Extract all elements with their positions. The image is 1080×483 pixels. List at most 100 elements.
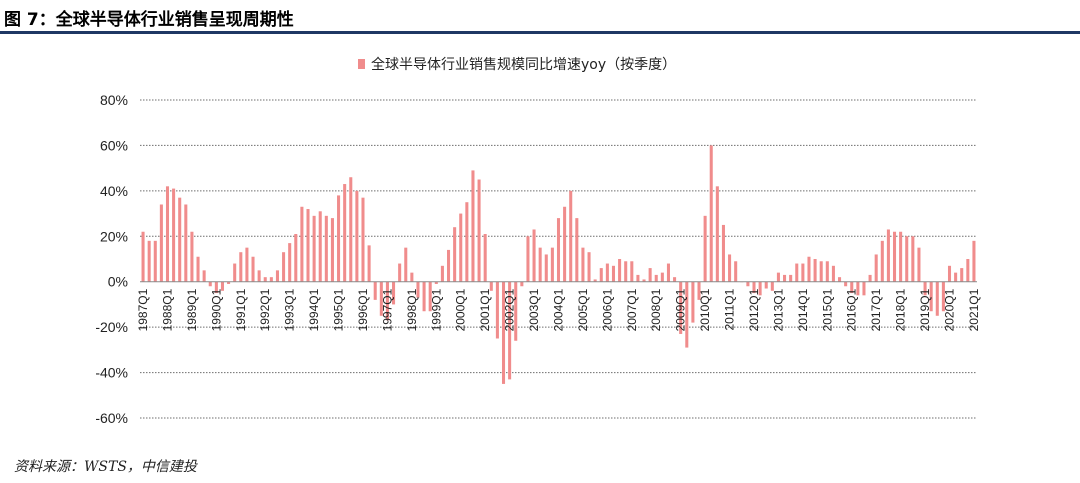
bar — [856, 281, 860, 296]
bar — [489, 281, 493, 291]
bar — [184, 204, 188, 282]
bar — [190, 231, 194, 282]
bar — [520, 281, 524, 287]
bar — [392, 281, 396, 305]
x-tick-label: 1999Q1 — [429, 288, 443, 331]
bar — [758, 281, 762, 296]
x-tick-label: 2008Q1 — [649, 288, 663, 331]
source-note: 资料来源：WSTS，中信建投 — [14, 459, 197, 475]
bar — [288, 243, 292, 282]
bar — [935, 281, 939, 316]
bar — [807, 256, 811, 282]
bar — [666, 263, 670, 282]
bar — [153, 240, 157, 282]
x-tick-label: 2013Q1 — [771, 288, 785, 331]
bar — [404, 247, 408, 282]
y-tick-label: 0% — [108, 274, 128, 290]
bar — [282, 252, 286, 282]
bar — [294, 234, 298, 282]
bar — [819, 261, 823, 282]
x-tick-label: 2014Q1 — [796, 288, 810, 331]
bar — [220, 281, 224, 291]
header-divider — [0, 31, 1080, 34]
x-tick-label: 2019Q1 — [918, 288, 932, 331]
bar — [318, 211, 322, 282]
x-tick-label: 1993Q1 — [283, 288, 297, 331]
bar — [355, 190, 359, 282]
x-tick-label: 2015Q1 — [820, 288, 834, 331]
bar — [233, 263, 237, 282]
bar — [654, 274, 658, 282]
bar — [746, 281, 750, 287]
bar — [697, 281, 701, 300]
bar — [141, 231, 145, 282]
bar — [416, 281, 420, 298]
bar — [269, 277, 273, 282]
bar — [178, 197, 182, 282]
bar — [337, 195, 341, 282]
bar — [709, 145, 713, 282]
bar — [373, 281, 377, 300]
bar — [196, 256, 200, 282]
bar — [257, 270, 261, 282]
bar — [398, 263, 402, 282]
bar — [850, 281, 854, 294]
x-tick-label: 2007Q1 — [625, 288, 639, 331]
bar — [679, 281, 683, 334]
y-tick-label: 40% — [100, 183, 128, 199]
bar — [685, 281, 689, 348]
bar — [587, 252, 591, 282]
bar — [880, 240, 884, 282]
bar — [214, 281, 218, 294]
x-tick-label: 2009Q1 — [674, 288, 688, 331]
bar — [251, 256, 255, 282]
bar — [434, 281, 438, 284]
bar — [349, 177, 353, 282]
bar — [593, 279, 597, 282]
y-tick-label: -20% — [95, 319, 128, 335]
gridlines — [140, 99, 977, 419]
bar — [789, 274, 793, 282]
bar — [917, 247, 921, 282]
bar — [618, 259, 622, 282]
bar — [611, 265, 616, 282]
bar — [367, 245, 371, 282]
bar — [172, 188, 176, 282]
x-tick-label: 2018Q1 — [894, 288, 908, 331]
x-tick-label: 2003Q1 — [527, 288, 541, 331]
bar — [428, 281, 432, 312]
bar — [514, 281, 518, 341]
bar — [636, 274, 640, 282]
bar — [966, 259, 970, 282]
bar — [831, 265, 835, 282]
bar — [300, 206, 304, 282]
bar — [648, 268, 652, 282]
y-tick-label: 60% — [100, 137, 128, 153]
bar — [569, 190, 573, 282]
bar — [330, 218, 334, 282]
bar — [630, 261, 634, 282]
bar — [508, 281, 512, 380]
bar — [770, 281, 774, 291]
bar — [422, 281, 426, 312]
bar — [715, 186, 719, 282]
x-tick-label: 2002Q1 — [503, 288, 517, 331]
bar — [911, 236, 915, 282]
bar — [947, 265, 952, 282]
x-tick-label: 2001Q1 — [478, 288, 492, 331]
bar — [208, 281, 212, 287]
bar — [379, 281, 383, 316]
x-tick-label: 2011Q1 — [723, 288, 737, 330]
x-tick-label: 1992Q1 — [258, 288, 272, 331]
bar — [929, 281, 933, 312]
bar — [874, 254, 878, 282]
legend: 全球半导体行业销售规模同比增速yoy（按季度） — [358, 56, 676, 73]
bar — [227, 281, 231, 284]
bar — [165, 186, 170, 282]
figure-title: 图 7：全球半导体行业销售呈现周期性 — [4, 10, 294, 30]
bar — [605, 263, 609, 282]
x-tick-label: 2016Q1 — [845, 288, 859, 331]
bar — [844, 281, 848, 287]
legend-label: 全球半导体行业销售规模同比增速yoy（按季度） — [371, 56, 676, 73]
bar — [923, 281, 927, 296]
